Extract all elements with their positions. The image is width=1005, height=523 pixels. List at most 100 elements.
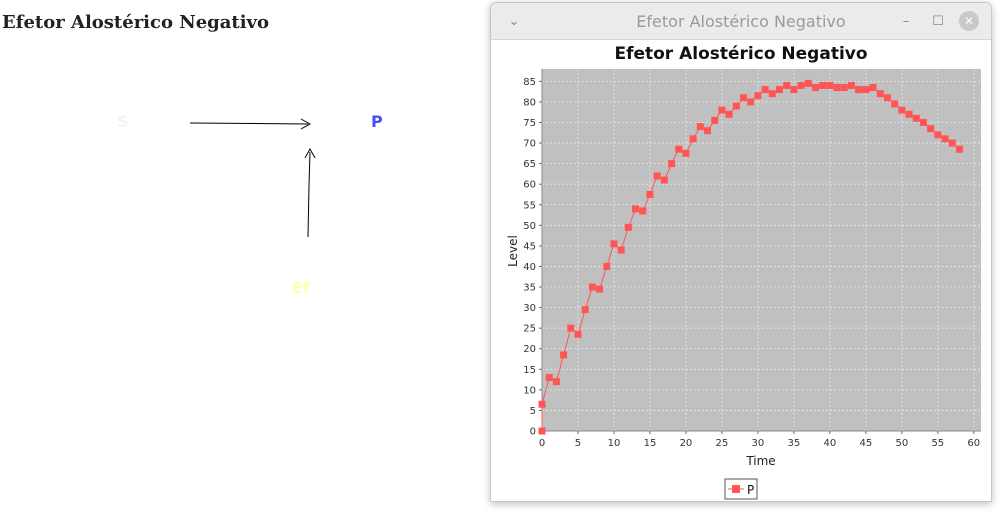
y-tick-label: 45 bbox=[523, 241, 536, 252]
window-title: Efetor Alostérico Negativo bbox=[636, 12, 846, 31]
data-point bbox=[675, 145, 683, 153]
data-point bbox=[545, 374, 553, 382]
data-point bbox=[783, 81, 791, 89]
data-point bbox=[934, 131, 942, 139]
x-axis-label: Time bbox=[745, 454, 775, 468]
data-point bbox=[660, 176, 668, 184]
y-tick-label: 80 bbox=[523, 97, 536, 108]
data-point bbox=[581, 306, 589, 314]
data-point bbox=[682, 149, 690, 157]
x-tick-label: 30 bbox=[752, 438, 765, 449]
close-button[interactable]: ✕ bbox=[959, 11, 979, 31]
data-point bbox=[668, 160, 676, 168]
effector-label: Ef bbox=[292, 278, 310, 297]
y-tick-label: 20 bbox=[523, 344, 536, 355]
y-tick-label: 60 bbox=[523, 180, 536, 191]
data-point bbox=[538, 427, 546, 435]
data-point bbox=[632, 205, 640, 213]
plot-area bbox=[542, 69, 981, 431]
x-tick-label: 35 bbox=[788, 438, 801, 449]
data-point bbox=[840, 84, 848, 92]
y-tick-label: 15 bbox=[523, 365, 536, 376]
y-tick-label: 35 bbox=[523, 283, 536, 294]
data-point bbox=[819, 81, 827, 89]
data-point bbox=[754, 92, 762, 100]
legend-label: P bbox=[747, 483, 754, 497]
data-point bbox=[696, 123, 704, 131]
data-point bbox=[941, 135, 949, 143]
chart: Efetor Alostérico Negativo 0 5 10 15 20 25 30 3… bbox=[506, 44, 981, 500]
reaction-diagram: S P Ef bbox=[0, 0, 480, 519]
data-point bbox=[811, 84, 819, 92]
data-point bbox=[725, 110, 733, 118]
x-tick-label: 5 bbox=[575, 438, 581, 449]
data-point bbox=[761, 86, 769, 94]
data-point bbox=[955, 145, 963, 153]
x-tick-label: 15 bbox=[644, 438, 657, 449]
x-tick-label: 60 bbox=[967, 438, 980, 449]
x-tick-label: 20 bbox=[680, 438, 693, 449]
chevron-down-icon[interactable]: ⌄ bbox=[508, 13, 520, 29]
data-point bbox=[775, 86, 783, 94]
data-point bbox=[646, 190, 654, 198]
data-point bbox=[883, 94, 891, 102]
maximize-button[interactable]: ☐ bbox=[932, 13, 944, 29]
data-point bbox=[740, 94, 748, 102]
data-point bbox=[898, 106, 906, 114]
y-axis-label: Level bbox=[506, 235, 520, 267]
y-axis-ticks: 0 5 10 15 20 25 30 35 40 45 50 55 60 65 70 75 80 85 bbox=[523, 77, 542, 438]
effector-to-arrow-line bbox=[307, 151, 311, 238]
legend: P bbox=[724, 478, 758, 500]
x-tick-label: 0 bbox=[539, 438, 545, 449]
y-tick-label: 65 bbox=[523, 159, 536, 170]
page-title: Efetor Alostérico Negativo bbox=[2, 12, 270, 33]
chart-window[interactable]: ⌄ Efetor Alostérico Negativo – ☐ ✕ Efeto… bbox=[490, 2, 992, 502]
data-point bbox=[891, 100, 899, 108]
y-tick-label: 75 bbox=[523, 118, 536, 129]
y-tick-label: 10 bbox=[523, 385, 536, 396]
arrow-head-up bbox=[304, 147, 316, 159]
data-point bbox=[610, 240, 618, 248]
data-point bbox=[833, 84, 841, 92]
arrow-head-right bbox=[300, 118, 312, 130]
data-point bbox=[862, 86, 870, 94]
window-titlebar[interactable]: ⌄ Efetor Alostérico Negativo – ☐ ✕ bbox=[491, 3, 991, 40]
data-point bbox=[797, 81, 805, 89]
y-tick-label: 0 bbox=[530, 427, 536, 438]
data-point bbox=[624, 223, 632, 231]
data-point bbox=[847, 81, 855, 89]
data-point bbox=[704, 127, 712, 135]
data-point bbox=[804, 79, 812, 87]
data-point bbox=[747, 98, 755, 106]
data-point bbox=[905, 110, 913, 118]
legend-marker bbox=[732, 485, 740, 493]
data-point bbox=[927, 125, 935, 133]
data-point bbox=[919, 118, 927, 126]
y-tick-label: 25 bbox=[523, 324, 536, 335]
data-point bbox=[869, 84, 877, 92]
data-point bbox=[768, 90, 776, 98]
data-point bbox=[653, 172, 661, 180]
data-point bbox=[603, 262, 611, 270]
data-point bbox=[711, 116, 719, 124]
minimize-button[interactable]: – bbox=[902, 13, 910, 29]
y-tick-label: 55 bbox=[523, 200, 536, 211]
y-tick-label: 40 bbox=[523, 262, 536, 273]
data-point bbox=[826, 81, 834, 89]
data-point bbox=[588, 283, 596, 291]
substrate-to-product-arrow bbox=[189, 122, 309, 125]
series-p bbox=[538, 79, 963, 435]
x-tick-label: 25 bbox=[716, 438, 729, 449]
y-tick-label: 30 bbox=[523, 303, 536, 314]
x-tick-label: 10 bbox=[608, 438, 621, 449]
y-tick-label: 85 bbox=[523, 77, 536, 88]
diagram-arrows bbox=[189, 118, 316, 238]
data-point bbox=[596, 285, 604, 293]
data-point bbox=[790, 86, 798, 94]
product-label: P bbox=[371, 112, 383, 131]
data-point bbox=[567, 324, 575, 332]
y-tick-label: 70 bbox=[523, 139, 536, 150]
data-point bbox=[639, 207, 647, 215]
grid-lines bbox=[541, 69, 981, 432]
x-tick-label: 55 bbox=[931, 438, 944, 449]
